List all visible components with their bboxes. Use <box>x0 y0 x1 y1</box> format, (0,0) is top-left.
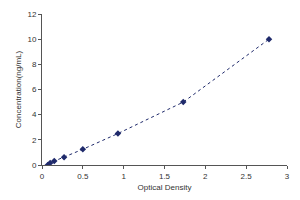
svg-text:2: 2 <box>203 172 208 181</box>
svg-text:6: 6 <box>32 85 37 94</box>
svg-text:4: 4 <box>32 110 37 119</box>
svg-text:0.5: 0.5 <box>77 172 89 181</box>
svg-text:Concentration(ng/mL): Concentration(ng/mL) <box>14 50 23 128</box>
svg-text:12: 12 <box>27 10 36 19</box>
svg-text:8: 8 <box>32 60 37 69</box>
svg-text:2: 2 <box>32 136 37 145</box>
svg-text:2.5: 2.5 <box>241 172 253 181</box>
svg-text:3: 3 <box>285 172 290 181</box>
svg-text:0: 0 <box>32 161 37 170</box>
svg-text:1: 1 <box>121 172 126 181</box>
svg-text:10: 10 <box>27 35 36 44</box>
svg-text:0: 0 <box>40 172 45 181</box>
svg-text:Optical Density: Optical Density <box>138 183 192 192</box>
svg-text:1.5: 1.5 <box>159 172 171 181</box>
